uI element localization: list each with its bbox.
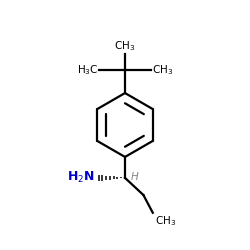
Text: H$_2$N: H$_2$N	[67, 170, 95, 186]
Text: H$_3$C: H$_3$C	[77, 63, 98, 76]
Text: CH$_3$: CH$_3$	[155, 214, 176, 228]
Text: CH$_3$: CH$_3$	[114, 39, 136, 53]
Text: H: H	[130, 172, 138, 182]
Text: CH$_3$: CH$_3$	[152, 63, 173, 76]
